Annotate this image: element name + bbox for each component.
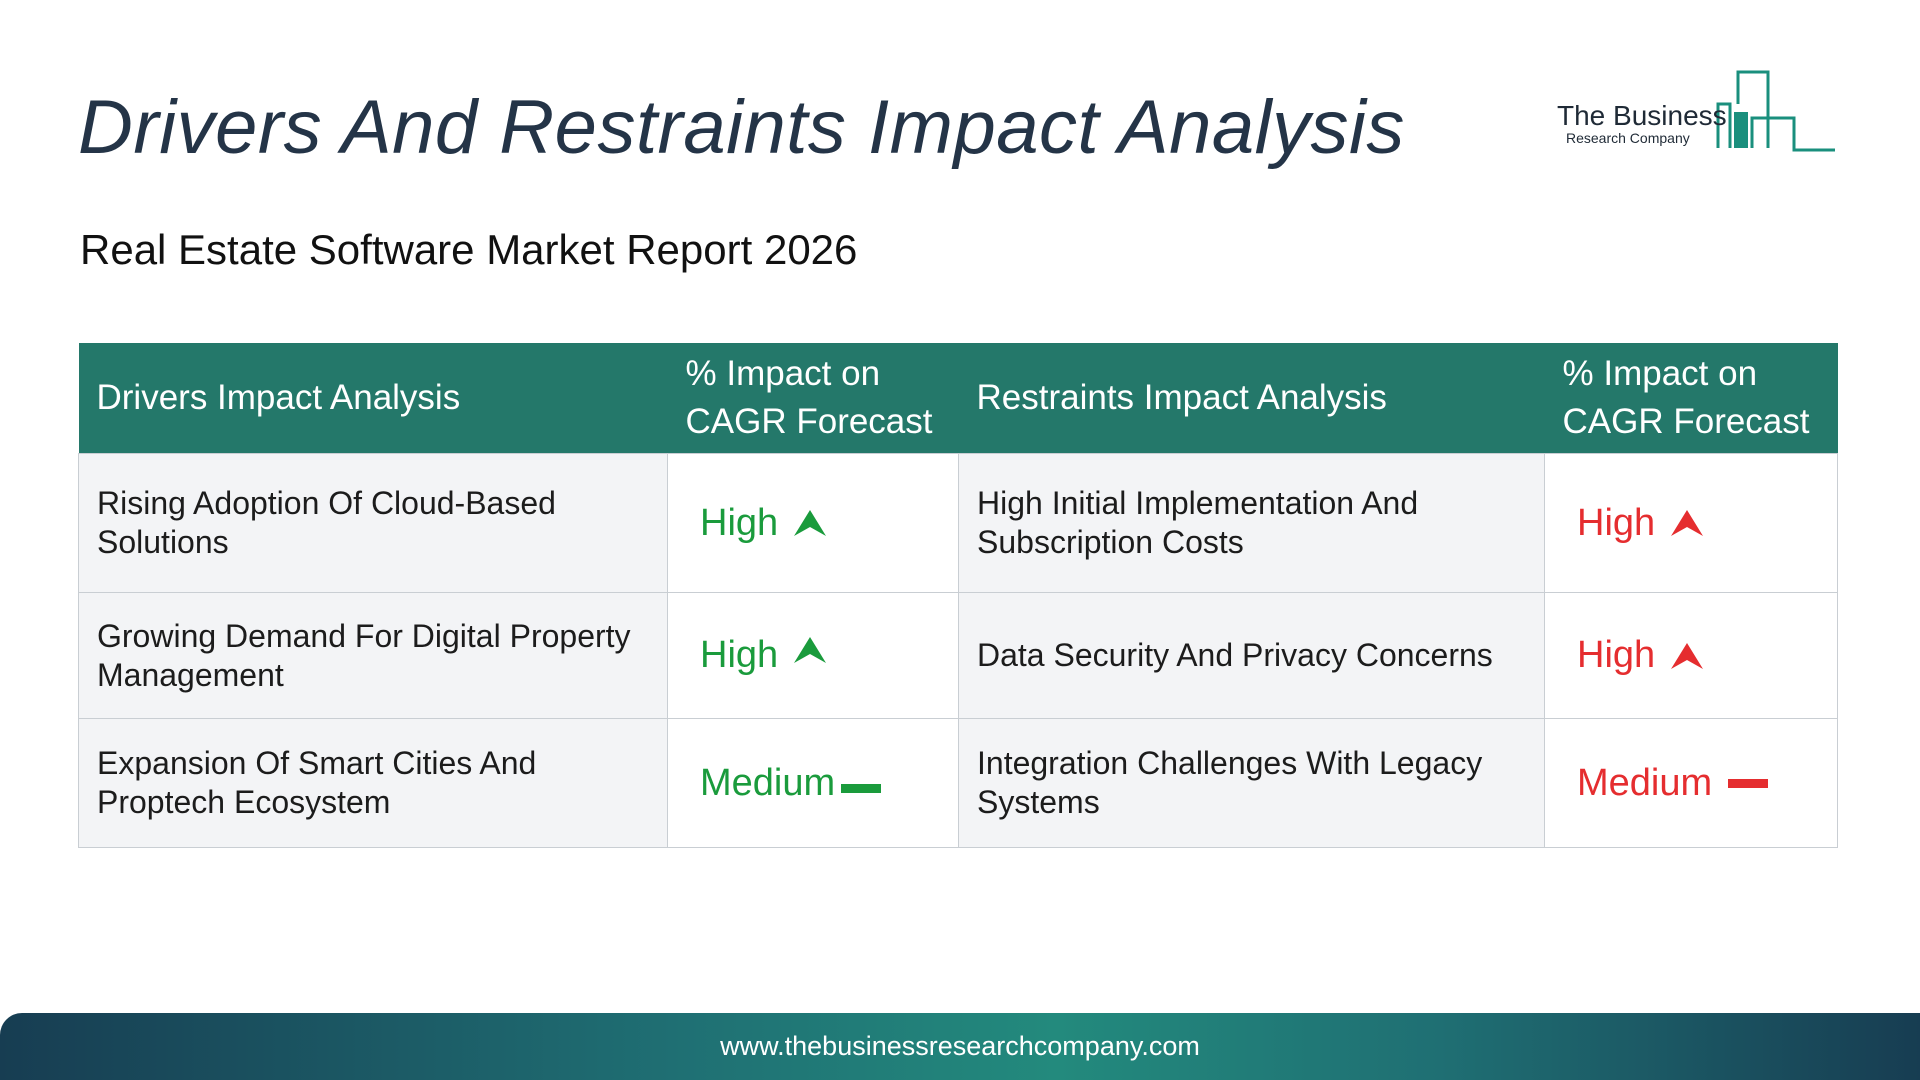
- restraint-impact-label: High: [1577, 501, 1656, 544]
- arrow-up-icon: [794, 636, 827, 663]
- driver-impact-cell: High: [667, 592, 959, 719]
- restraint-cell: Integration Challenges With Legacy Syste…: [958, 718, 1545, 848]
- logo-name: The Business: [1557, 100, 1727, 131]
- dash-icon: [1728, 778, 1769, 788]
- table-row: Expansion Of Smart Cities And Proptech E…: [78, 718, 1838, 848]
- restraints-impact-header: % Impact on CAGR Forecast: [1544, 343, 1838, 454]
- driver-impact-label: High: [700, 634, 779, 676]
- restraint-impact-label: Medium: [1577, 761, 1713, 804]
- page-title: Drivers And Restraints Impact Analysis: [78, 85, 1405, 170]
- website-link[interactable]: www.thebusinessresearchcompany.com: [720, 1031, 1200, 1061]
- table-header-row: Drivers Impact Analysis % Impact on CAGR…: [78, 343, 1838, 454]
- arrow-up-icon: [1671, 642, 1704, 669]
- logo-tagline: Research Company: [1566, 130, 1690, 146]
- restraint-impact-label: High: [1577, 634, 1656, 676]
- footer-bar: www.thebusinessresearchcompany.com: [0, 1013, 1920, 1080]
- report-subtitle: Real Estate Software Market Report 2026: [80, 226, 858, 273]
- restraints-header: Restraints Impact Analysis: [958, 343, 1545, 454]
- dash-icon: [841, 783, 882, 793]
- driver-impact-label: High: [700, 501, 779, 544]
- driver-cell: Growing Demand For Digital Property Mana…: [78, 592, 668, 719]
- drivers-impact-header: % Impact on CAGR Forecast: [667, 343, 959, 454]
- driver-impact-cell: High: [667, 453, 959, 593]
- company-logo: The Business Research Company: [1550, 64, 1840, 164]
- impact-analysis-table: Drivers Impact Analysis % Impact on CAGR…: [78, 343, 1838, 848]
- table-row: Rising Adoption Of Cloud-Based Solutions…: [78, 453, 1838, 593]
- table-row: Growing Demand For Digital Property Mana…: [78, 592, 1838, 719]
- driver-cell: Expansion Of Smart Cities And Proptech E…: [78, 718, 668, 848]
- restraint-cell: High Initial Implementation And Subscrip…: [958, 453, 1545, 593]
- restraint-cell: Data Security And Privacy Concerns: [958, 592, 1545, 719]
- driver-impact-label: Medium: [700, 761, 836, 804]
- arrow-up-icon: [1671, 510, 1704, 536]
- restraint-impact-cell: High: [1544, 453, 1838, 593]
- drivers-header: Drivers Impact Analysis: [78, 343, 668, 454]
- restraint-impact-cell: Medium: [1544, 718, 1838, 848]
- restraint-impact-cell: High: [1544, 592, 1838, 719]
- building-bars-icon: [1716, 70, 1835, 152]
- arrow-up-icon: [794, 510, 827, 536]
- driver-impact-cell: Medium: [667, 718, 959, 848]
- driver-cell: Rising Adoption Of Cloud-Based Solutions: [78, 453, 668, 593]
